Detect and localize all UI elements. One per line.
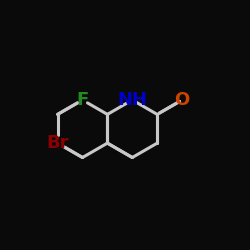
Text: F: F: [76, 91, 88, 109]
Text: Br: Br: [46, 134, 69, 152]
Text: O: O: [174, 91, 190, 109]
Text: NH: NH: [117, 91, 147, 109]
